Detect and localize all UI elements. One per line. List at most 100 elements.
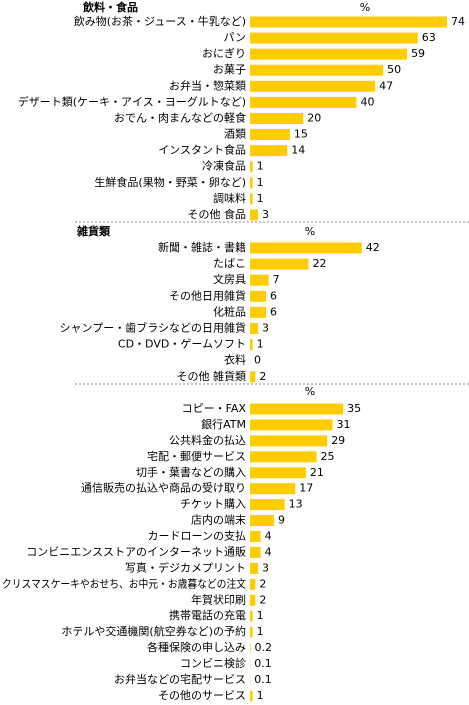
bar — [250, 435, 328, 447]
bar — [250, 80, 376, 92]
value-label: 1 — [257, 338, 264, 351]
value-label: 1 — [257, 176, 264, 189]
value-label: 47 — [379, 79, 393, 92]
category-label: 新聞・雑誌・書籍 — [158, 240, 246, 254]
value-label: 21 — [310, 466, 324, 479]
value-label: 25 — [321, 450, 335, 463]
value-label: 4 — [265, 530, 272, 543]
value-label: 31 — [337, 418, 351, 431]
bar — [250, 499, 285, 511]
value-label: 3 — [262, 208, 269, 221]
category-label: 生鮮食品(果物・野菜・卵など) — [94, 175, 246, 189]
value-label: 63 — [422, 31, 436, 44]
bar — [250, 594, 256, 606]
bar — [250, 193, 253, 205]
value-label: 6 — [270, 289, 277, 302]
value-label: 3 — [262, 561, 269, 574]
bar — [250, 258, 309, 270]
value-label: 0.1 — [254, 657, 272, 670]
value-label: 59 — [411, 47, 425, 60]
value-label: 3 — [262, 322, 269, 335]
category-label: チケット購入 — [180, 497, 246, 511]
category-label: おでん・肉まんなどの軽食 — [114, 110, 246, 124]
category-label: コンビニ検診 — [180, 656, 246, 670]
bar — [250, 112, 304, 124]
value-label: 50 — [387, 63, 401, 76]
category-label: 年賀状印刷 — [191, 592, 246, 606]
value-label: 2 — [259, 593, 266, 606]
value-label: 1 — [257, 160, 264, 173]
category-label: コピー・FAX — [182, 402, 247, 415]
bar — [250, 339, 253, 351]
bar — [250, 483, 296, 495]
bar — [250, 515, 274, 527]
category-label: その他 食品 — [188, 207, 247, 221]
bar — [250, 531, 261, 543]
value-label: 14 — [291, 144, 305, 157]
value-label: 1 — [257, 609, 264, 622]
value-label: 22 — [313, 257, 327, 270]
bar — [250, 177, 253, 189]
category-label: 携帯電話の充電 — [169, 608, 246, 622]
category-label: 化粧品 — [213, 304, 246, 318]
bar — [250, 242, 362, 254]
bar — [250, 306, 266, 318]
value-label: 7 — [273, 273, 280, 286]
category-label: 宅配・郵便サービス — [147, 449, 246, 463]
category-label: その他日用雑貨 — [169, 288, 246, 302]
value-label: 4 — [265, 545, 272, 558]
category-label: お弁当・惣菜類 — [169, 78, 246, 92]
value-label: 1 — [257, 192, 264, 205]
value-label: 0 — [254, 354, 261, 367]
category-label: その他のサービス — [158, 689, 246, 702]
panel-title: 飲料・食品 — [82, 0, 138, 14]
bar — [250, 323, 258, 334]
value-label: 35 — [347, 402, 361, 415]
category-label: 公共料金の払込 — [169, 433, 246, 447]
category-label: 衣料 — [224, 353, 246, 367]
value-label: 20 — [307, 111, 321, 124]
category-label: 各種保険の申し込み — [147, 640, 246, 654]
category-label: おにぎり — [202, 46, 246, 60]
bar — [250, 209, 258, 221]
bar — [250, 290, 266, 302]
category-label: クリスマスケーキやおせち、お中元・お歳暮などの注文 — [2, 576, 246, 590]
value-label: 74 — [451, 15, 465, 28]
category-label: 切手・葉書などの購入 — [136, 465, 246, 479]
category-label: シャンプー・歯ブラシなどの日用雑貨 — [60, 321, 246, 335]
value-label: 29 — [331, 434, 345, 447]
bar — [250, 562, 258, 574]
value-label: 40 — [360, 95, 374, 108]
bar — [250, 371, 256, 383]
unit-label: % — [305, 385, 315, 398]
value-label: 42 — [366, 241, 380, 254]
category-label: 銀行ATM — [201, 417, 246, 431]
value-label: 2 — [259, 370, 266, 383]
category-label: 調味料 — [213, 191, 246, 205]
bar — [250, 48, 408, 60]
bar — [250, 578, 256, 590]
value-label: 0.2 — [255, 641, 272, 654]
category-label: 文房具 — [213, 272, 246, 286]
category-label: 酒類 — [224, 128, 246, 141]
value-label: 9 — [278, 514, 285, 527]
unit-label: % — [360, 1, 370, 14]
category-label: お弁当などの宅配サービス — [114, 672, 246, 686]
bar — [250, 467, 306, 479]
bar — [250, 145, 288, 157]
bar — [250, 546, 261, 558]
category-label: コンビニエンスストアのインターネット通販 — [26, 545, 246, 558]
bar — [250, 451, 317, 463]
category-label: インスタント食品 — [158, 143, 246, 157]
category-label: 冷凍食品 — [202, 159, 246, 173]
bar — [250, 161, 253, 173]
bar — [250, 419, 333, 431]
panel-title: 雑貨類 — [76, 224, 111, 238]
bar — [250, 32, 418, 44]
bar — [250, 64, 384, 76]
value-label: 0.1 — [254, 673, 272, 686]
bar — [250, 274, 269, 286]
category-label: 通信販売の払込や商品の受け取り — [81, 481, 246, 495]
